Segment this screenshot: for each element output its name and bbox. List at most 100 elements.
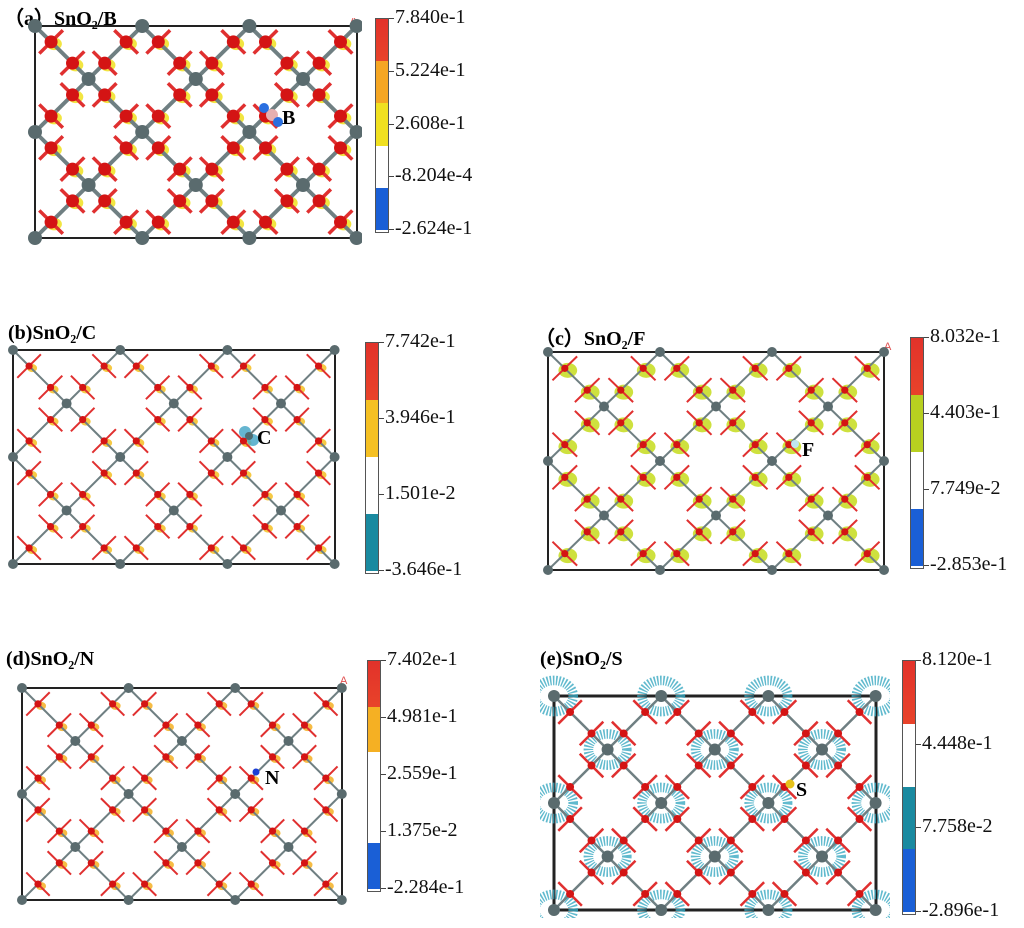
colorbar-band — [366, 400, 378, 457]
sn-atom — [548, 797, 560, 809]
isosurfaces — [46, 37, 352, 231]
o-atom — [25, 469, 33, 477]
o-atom — [239, 362, 248, 370]
sn-atom — [336, 895, 347, 905]
sn-atom — [548, 904, 560, 916]
sn-atom — [655, 456, 665, 466]
sn-atom — [17, 683, 27, 693]
o-atom — [132, 437, 140, 445]
o-atom — [639, 364, 647, 372]
sn-sn-bond — [603, 351, 661, 408]
o-atom — [785, 550, 793, 558]
sn-sn-bond — [181, 846, 236, 901]
sn-atom — [28, 19, 42, 33]
o-atom — [205, 194, 219, 208]
sn-atom — [329, 452, 340, 462]
colorbar-tick — [916, 911, 921, 912]
o-atom — [119, 141, 133, 155]
o-atom — [587, 868, 596, 877]
o-atom — [46, 490, 55, 499]
o-atom — [34, 880, 42, 888]
sn-sn-bond — [127, 740, 183, 795]
atoms — [548, 690, 882, 916]
o-atom — [154, 383, 162, 392]
isosurface-shell — [851, 675, 890, 717]
o-atom — [194, 859, 202, 867]
o-atom — [729, 386, 737, 394]
o-atom — [673, 708, 682, 717]
o-atom — [258, 35, 272, 49]
o-atom — [641, 708, 650, 717]
dopant-label-b: B — [282, 107, 295, 129]
o-atom — [140, 774, 149, 782]
sn-atom — [283, 736, 294, 746]
colorbar-tick — [389, 176, 394, 178]
sn-atom — [222, 559, 233, 569]
colorbar-tick — [924, 413, 929, 414]
o-atom — [673, 364, 681, 372]
dopant-label-f: F — [802, 439, 814, 461]
sn-sn-bond — [21, 846, 77, 901]
sn-sn-bond — [547, 351, 605, 408]
sn-sn-bond — [140, 77, 198, 134]
isosurfaces — [558, 362, 880, 564]
sn-atom — [222, 452, 233, 462]
colorbar-tick-label: 7.402e-1 — [387, 648, 458, 670]
sn-sn-bond — [715, 460, 773, 517]
corner-mark: A — [340, 675, 348, 687]
lattice-a — [28, 19, 362, 245]
o-atom — [695, 386, 703, 394]
atoms — [8, 345, 340, 569]
sn-sn-bond — [181, 740, 236, 795]
o-atom — [215, 880, 223, 888]
o-atom — [226, 141, 240, 155]
colorbar-tick — [389, 123, 394, 125]
sn-sn-bond — [715, 514, 773, 571]
sn-sn-bond — [194, 183, 251, 240]
sn-sn-bond — [127, 793, 183, 848]
isosurface-shell — [797, 729, 846, 770]
sn-sn-bond — [226, 349, 282, 405]
o-atom — [140, 880, 149, 888]
colorbar-tick — [916, 827, 921, 829]
sn-sn-bond — [119, 456, 175, 512]
o-atom — [109, 774, 117, 782]
sn-sn-bond — [140, 183, 198, 240]
o-atom — [726, 868, 735, 877]
sn-atom — [283, 842, 294, 852]
sn-sn-bond — [659, 514, 717, 571]
sn-atom — [655, 797, 668, 809]
sn-atom — [17, 895, 27, 905]
sn-sn-bond — [74, 793, 130, 848]
o-atom — [617, 419, 625, 427]
o-atom — [334, 35, 348, 49]
o-atom — [300, 753, 309, 761]
colorbar-tick — [924, 565, 929, 566]
sn-sn-bond — [74, 687, 130, 742]
o-atom — [66, 88, 80, 102]
sn-atom — [28, 231, 42, 245]
o-atom — [751, 364, 759, 372]
sn-sn-bond — [12, 456, 68, 512]
sn-sn-bond — [119, 349, 175, 405]
sn-atom — [655, 690, 668, 702]
sn-sn-bond — [280, 456, 336, 512]
cell-boundary — [12, 349, 336, 565]
o-atom — [151, 141, 165, 155]
sn-atom — [655, 904, 668, 916]
sn-sn-bond — [140, 24, 198, 81]
o-atom — [132, 469, 140, 477]
sn-sn-bond — [65, 349, 121, 405]
sn-sn-bond — [234, 846, 290, 901]
sn-sn-bond — [660, 802, 716, 858]
sn-atom — [543, 347, 553, 357]
sn-atom — [188, 72, 203, 86]
colorbar-band — [366, 343, 378, 400]
sn-sn-bond — [173, 402, 229, 458]
o-atom — [617, 528, 625, 536]
lattice-e — [540, 675, 890, 918]
o-atom — [151, 109, 165, 123]
o-atom — [173, 162, 187, 176]
sn-atom — [869, 690, 882, 702]
colorbar-d — [367, 660, 381, 892]
